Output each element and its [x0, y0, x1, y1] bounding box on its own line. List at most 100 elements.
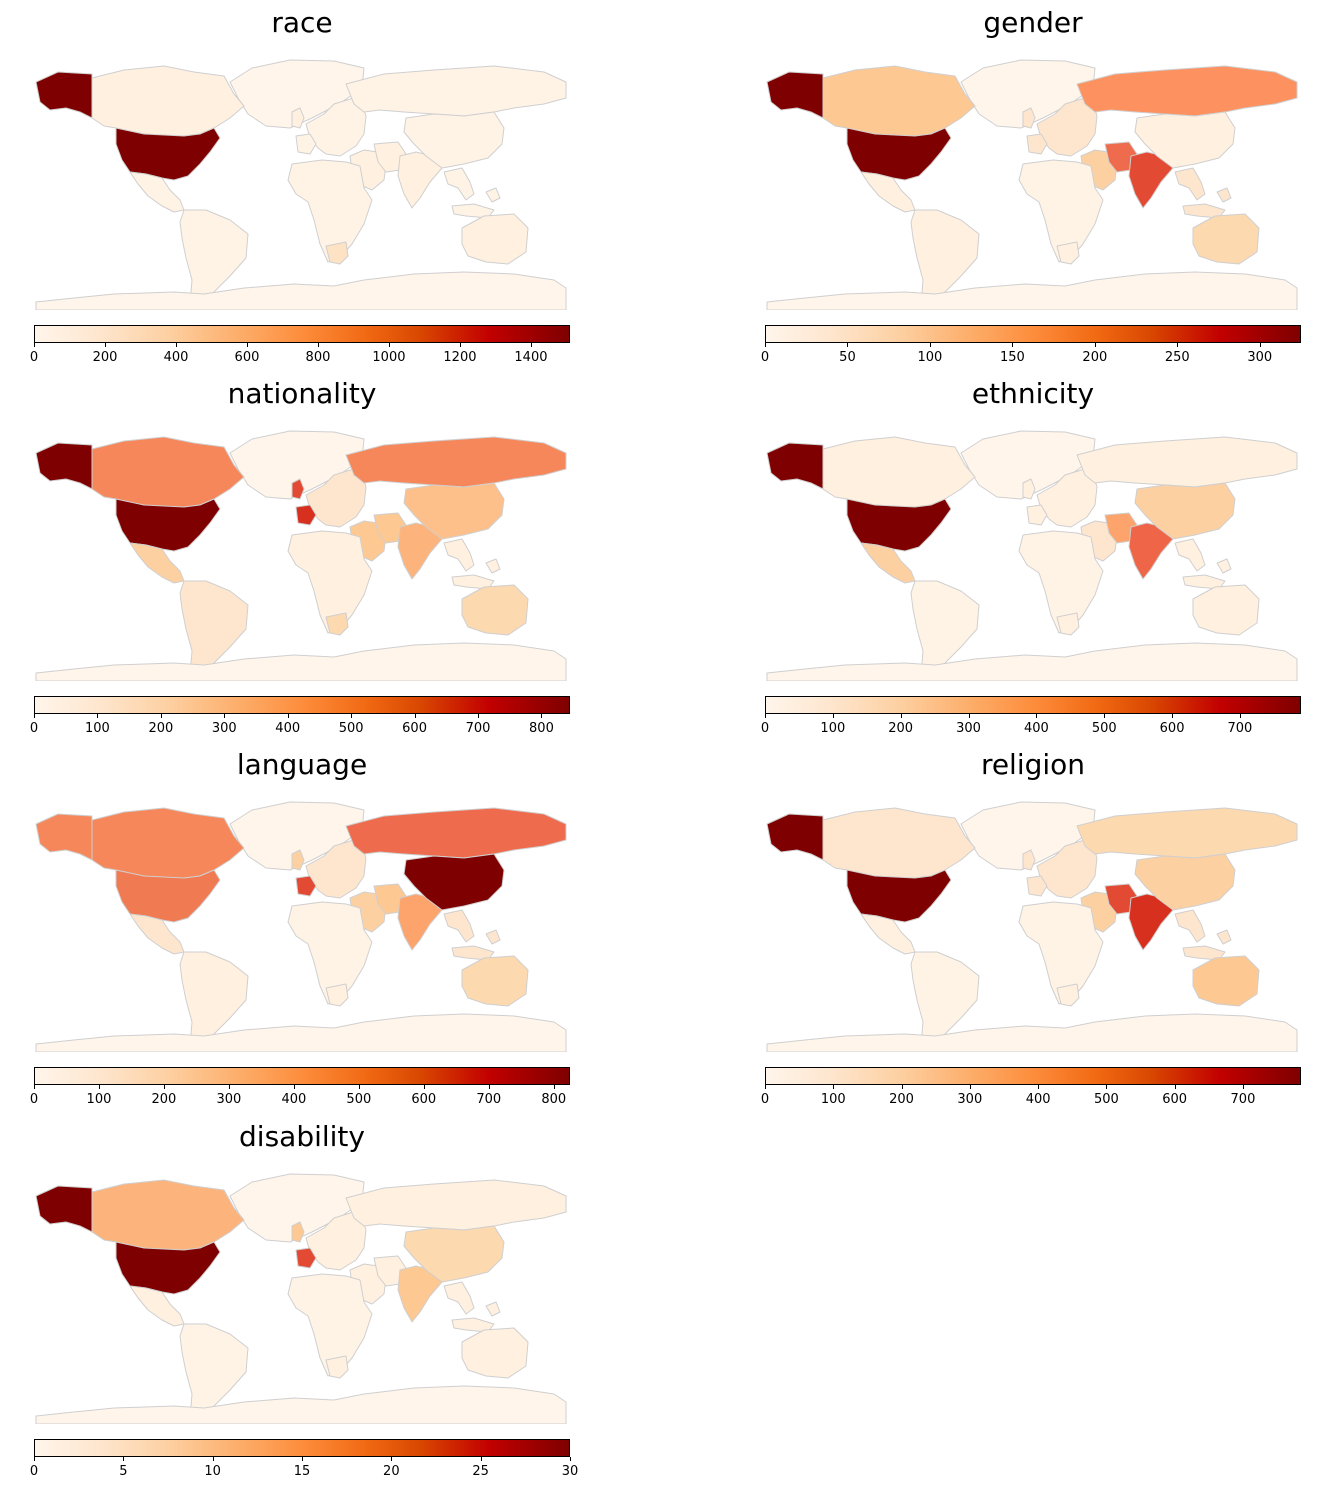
- colorbar-tick-label: 600: [411, 1092, 437, 1107]
- colorbar-tick-label: 200: [148, 721, 174, 736]
- colorbar-tick-mark: [901, 1085, 903, 1089]
- colorbar-tick-label: 100: [85, 721, 110, 736]
- region-antarctica: [35, 1385, 567, 1424]
- colorbar: [765, 696, 1301, 714]
- map-panel-religion: religion 0 100 200 300 400 500 600 700: [761, 744, 1325, 1107]
- region-seasia: [1174, 909, 1232, 961]
- map-panel-gender: gender 0 50 100 150 200 250 300: [761, 2, 1325, 365]
- colorbar-tick-mark: [541, 714, 543, 718]
- colorbar-tick-label: 500: [1093, 1092, 1119, 1107]
- region-antarctica: [766, 271, 1298, 310]
- region-usa: [846, 127, 952, 181]
- colorbar-tick-label: 300: [1247, 350, 1273, 365]
- colorbar-tick-label: 600: [1159, 721, 1185, 736]
- colorbar-tick-mark: [1012, 343, 1014, 347]
- map-panel-disability: disability 0 5 10 15 20 25 30: [30, 1116, 594, 1479]
- region-usa: [115, 498, 221, 552]
- colorbar-tick-mark: [302, 1457, 303, 1461]
- map-panel-language: language 0 100 200 300 400 500 600 700 800: [30, 744, 594, 1107]
- region-usa: [115, 869, 221, 923]
- region-alaska: [35, 442, 93, 490]
- colorbar-tick-mark: [900, 714, 902, 718]
- colorbar-axis: 0 5 10 15 20 25 30: [30, 1457, 578, 1483]
- region-russia: [1076, 807, 1298, 859]
- map-panel-nationality: nationality 0 100 200 300 400 500 600 700 800: [30, 373, 594, 736]
- region-china: [403, 482, 505, 540]
- colorbar-tick-label: 200: [151, 1092, 177, 1107]
- map-panel-race: race 0 200 400 600 800 1000 1200 1400: [30, 2, 594, 365]
- colorbar-tick-label: 0: [29, 350, 39, 365]
- colorbar-tick-label: 10: [204, 1464, 221, 1479]
- colorbar-tick-label: 800: [305, 350, 331, 365]
- map-panel-ethnicity: ethnicity 0 100 200 300 400 500 600 700: [761, 373, 1325, 736]
- colorbar-tick-mark: [34, 1457, 35, 1461]
- region-southafrica: [325, 241, 349, 265]
- panel-title: gender: [983, 6, 1083, 39]
- colorbar-tick-mark: [163, 1085, 165, 1089]
- panel-title: ethnicity: [971, 377, 1095, 410]
- region-usa: [115, 1241, 221, 1295]
- region-russia: [345, 807, 567, 859]
- colorbar-tick-label: 400: [163, 350, 189, 365]
- region-russia: [345, 1179, 567, 1231]
- region-china: [1134, 853, 1236, 911]
- colorbar-tick-label: 100: [917, 350, 943, 365]
- region-canada: [91, 65, 245, 139]
- colorbar-tick-label: 1000: [372, 350, 406, 365]
- colorbar-tick-label: 400: [275, 721, 301, 736]
- region-russia: [345, 65, 567, 117]
- colorbar-tick-mark: [293, 1085, 295, 1089]
- region-france: [295, 133, 317, 155]
- world-map: [35, 1173, 567, 1424]
- colorbar-tick-label: 0: [29, 1092, 39, 1107]
- colorbar-tick-mark: [1106, 1085, 1108, 1089]
- colorbar-tick-label: 600: [402, 721, 427, 736]
- colorbar-tick-mark: [459, 343, 461, 347]
- world-map: [766, 801, 1298, 1052]
- region-uk: [1022, 478, 1036, 500]
- colorbar-tick-label: 50: [839, 350, 856, 365]
- region-canada: [822, 65, 976, 139]
- colorbar: [34, 1067, 570, 1085]
- colorbar-tick-mark: [34, 714, 35, 718]
- region-antarctica: [766, 1013, 1298, 1052]
- colorbar-tick-mark: [969, 1085, 971, 1089]
- colorbar-tick-mark: [833, 1085, 835, 1089]
- colorbar-tick-mark: [480, 1457, 482, 1461]
- colorbar-tick-mark: [765, 343, 766, 347]
- panel-title: religion: [980, 748, 1086, 781]
- colorbar-tick-mark: [929, 343, 931, 347]
- colorbar-tick-mark: [388, 343, 390, 347]
- colorbar: [34, 1439, 570, 1457]
- colorbar-tick-label: 100: [86, 1092, 112, 1107]
- colorbar-tick-mark: [1036, 714, 1038, 718]
- colorbar-tick-mark: [553, 1085, 555, 1089]
- colorbar-tick-label: 200: [888, 721, 914, 736]
- colorbar-tick-mark: [847, 343, 849, 347]
- colorbar-tick-label: 15: [293, 1464, 311, 1479]
- world-map: [766, 430, 1298, 681]
- colorbar-tick-label: 1400: [514, 350, 548, 365]
- region-china: [403, 853, 505, 911]
- region-uk: [1022, 107, 1036, 129]
- world-map: [35, 801, 567, 1052]
- region-southafrica: [325, 612, 349, 636]
- region-europe: [305, 466, 367, 528]
- colorbar-axis: 0 200 400 600 800 1000 1200 1400: [30, 343, 570, 369]
- region-seasia: [1174, 538, 1232, 590]
- colorbar-tick-label: 400: [1025, 1092, 1051, 1107]
- region-seasia: [443, 909, 501, 961]
- colorbar-tick-mark: [832, 714, 834, 718]
- colorbar-tick-label: 300: [957, 1092, 983, 1107]
- colorbar-tick-mark: [1242, 1085, 1244, 1089]
- region-china: [1134, 482, 1236, 540]
- colorbar-tick-label: 0: [760, 1092, 770, 1107]
- region-australia: [461, 1327, 529, 1379]
- region-china: [403, 1225, 505, 1283]
- colorbar-tick-mark: [317, 343, 319, 347]
- colorbar-tick-label: 20: [383, 1464, 400, 1479]
- region-australia: [461, 213, 529, 265]
- colorbar-tick-label: 700: [1227, 721, 1253, 736]
- panel-title: language: [236, 748, 368, 781]
- region-canada: [822, 436, 976, 510]
